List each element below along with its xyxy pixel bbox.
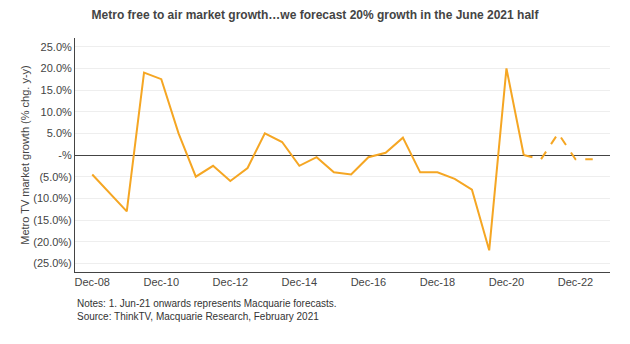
svg-text:Dec-10: Dec-10 — [144, 276, 179, 288]
svg-text:Dec-22: Dec-22 — [558, 276, 593, 288]
svg-text:Dec-16: Dec-16 — [351, 276, 386, 288]
svg-text:Dec-20: Dec-20 — [489, 276, 524, 288]
svg-text:5.0%: 5.0% — [47, 127, 72, 139]
svg-text:Metro TV market growth (% chg.: Metro TV market growth (% chg. y-y) — [19, 65, 31, 245]
svg-text:20.0%: 20.0% — [41, 62, 72, 74]
svg-text:10.0%: 10.0% — [41, 106, 72, 118]
svg-text:Dec-18: Dec-18 — [420, 276, 455, 288]
svg-text:Dec-08: Dec-08 — [75, 276, 110, 288]
svg-text:(25.0%): (25.0%) — [33, 257, 72, 269]
svg-text:25.0%: 25.0% — [41, 41, 72, 53]
svg-text:Dec-14: Dec-14 — [282, 276, 317, 288]
svg-text:15.0%: 15.0% — [41, 84, 72, 96]
svg-text:Dec-12: Dec-12 — [213, 276, 248, 288]
svg-text:(15.0%): (15.0%) — [33, 214, 72, 226]
svg-text:(10.0%): (10.0%) — [33, 192, 72, 204]
svg-text:Metro free to air market growt: Metro free to air market growth…we forec… — [92, 8, 540, 22]
svg-text:(5.0%): (5.0%) — [39, 171, 71, 183]
svg-text:-%: -% — [58, 149, 72, 161]
svg-text:Notes: 1. Jun-21 onwards repre: Notes: 1. Jun-21 onwards represents Macq… — [77, 298, 337, 322]
svg-text:(20.0%): (20.0%) — [33, 236, 72, 248]
